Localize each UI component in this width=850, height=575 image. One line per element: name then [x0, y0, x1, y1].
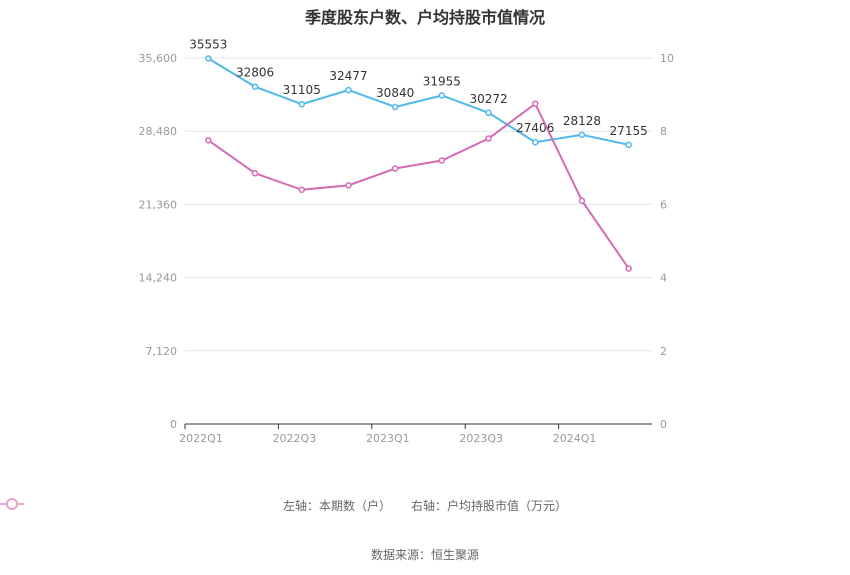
data-point-left: [532, 138, 539, 146]
data-point-right: [438, 157, 446, 164]
data-label: 31955: [423, 74, 461, 88]
y-left-tick-label: 21,360: [139, 198, 178, 211]
data-point-left: [625, 141, 632, 149]
y-right-tick-label: 0: [660, 418, 667, 431]
chart-legend[interactable]: 左轴：本期数（户） 右轴：户均持股市值（万元）: [0, 497, 850, 514]
y-left-tick-label: 7,120: [146, 345, 178, 358]
data-point-left: [391, 103, 399, 111]
data-point-right: [298, 186, 305, 194]
data-point-right: [205, 137, 212, 144]
y-left-tick-label: 14,240: [139, 272, 178, 285]
data-point-right: [485, 135, 492, 142]
data-label: 32806: [236, 66, 274, 80]
legend-label-left: 左轴：本期数（户）: [282, 499, 391, 513]
data-label: 30840: [376, 86, 414, 100]
data-point-left: [438, 92, 446, 99]
y-right-tick-label: 8: [660, 125, 667, 138]
data-label: 35553: [189, 37, 227, 51]
x-tick-label: 2022Q3: [273, 432, 317, 445]
series-line-left: [207, 57, 629, 146]
x-tick-label: 2022Q1: [179, 432, 223, 445]
y-left-tick-label: 0: [170, 418, 177, 431]
data-label: 28128: [563, 114, 601, 128]
data-point-right: [578, 197, 586, 204]
y-right-tick-label: 2: [660, 345, 667, 358]
data-label: 27155: [610, 124, 648, 138]
data-point-left: [578, 131, 586, 139]
x-tick-label: 2023Q3: [459, 432, 503, 445]
chart-title: 季度股东户数、户均持股市值情况: [304, 8, 545, 27]
data-point-right: [345, 182, 352, 189]
y-left-tick-label: 28,480: [139, 125, 178, 138]
data-source: 数据来源：恒生聚源: [370, 548, 479, 562]
data-point-left: [298, 100, 305, 108]
data-point-left: [205, 55, 212, 62]
x-tick-label: 2023Q1: [366, 432, 410, 445]
y-right-tick-label: 6: [660, 198, 667, 211]
y-right-tick-label: 4: [660, 272, 667, 285]
legend-item-left[interactable]: 左轴：本期数（户）: [0, 497, 391, 514]
data-point-right: [532, 100, 539, 107]
data-point-right: [391, 165, 399, 172]
legend-marker-right-icon: [0, 498, 24, 510]
legend-item-right[interactable]: 右轴：户均持股市值（万元）: [0, 497, 568, 514]
data-point-left: [485, 109, 492, 117]
y-right-tick-label: 10: [660, 52, 674, 65]
data-point-left: [345, 86, 352, 94]
x-tick-label: 2024Q1: [553, 432, 597, 445]
data-point-right: [625, 265, 632, 272]
data-label: 32477: [329, 69, 367, 83]
legend-label-right: 右轴：户均持股市值（万元）: [411, 499, 568, 513]
y-left-tick-label: 35,600: [139, 52, 178, 65]
data-point-right: [251, 170, 259, 177]
data-label: 30272: [469, 92, 507, 106]
data-label: 31105: [283, 83, 321, 97]
series-line-right: [207, 102, 630, 270]
data-point-left: [251, 83, 259, 90]
